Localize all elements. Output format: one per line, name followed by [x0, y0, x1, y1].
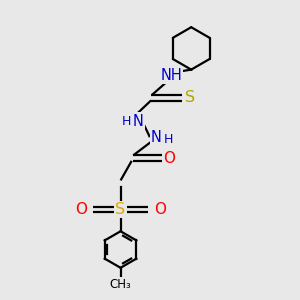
- Text: S: S: [116, 202, 126, 217]
- Text: CH₃: CH₃: [110, 278, 131, 291]
- Text: H: H: [164, 134, 173, 146]
- Text: NH: NH: [160, 68, 182, 83]
- Text: O: O: [163, 151, 175, 166]
- Text: N: N: [133, 114, 144, 129]
- Text: S: S: [185, 90, 195, 105]
- Text: O: O: [154, 202, 166, 217]
- Text: N: N: [151, 130, 162, 145]
- Text: H: H: [122, 115, 131, 128]
- Text: O: O: [75, 202, 87, 217]
